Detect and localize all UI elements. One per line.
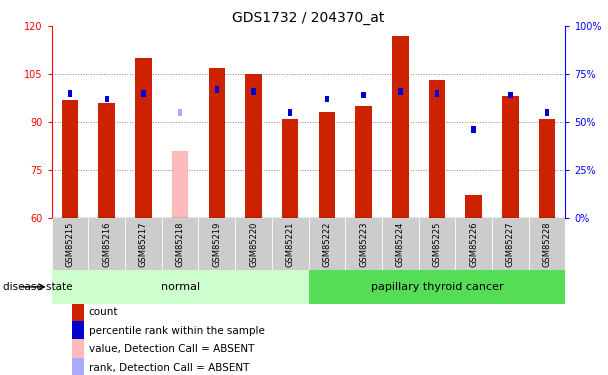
Text: GSM85225: GSM85225 (432, 222, 441, 267)
Bar (272, 217, 308, 270)
Title: GDS1732 / 204370_at: GDS1732 / 204370_at (232, 11, 385, 25)
Bar (52, 217, 88, 270)
Bar (471, 126, 476, 133)
Bar (392, 36, 409, 218)
Bar (455, 217, 492, 270)
Text: GSM85227: GSM85227 (506, 222, 515, 267)
Text: papillary thyroid cancer: papillary thyroid cancer (371, 282, 503, 292)
Bar (62, 100, 78, 218)
Bar (361, 92, 366, 99)
Bar (308, 270, 565, 304)
Bar (398, 88, 402, 94)
Text: percentile rank within the sample: percentile rank within the sample (89, 326, 264, 336)
Bar (52, 270, 308, 304)
Bar (72, 358, 83, 375)
Text: GSM85221: GSM85221 (286, 222, 295, 267)
Bar (209, 68, 225, 218)
Bar (529, 217, 565, 270)
Text: GSM85222: GSM85222 (322, 222, 331, 267)
Bar (539, 118, 555, 218)
Text: disease state: disease state (3, 282, 72, 292)
Bar (288, 109, 292, 115)
Bar (466, 195, 482, 217)
Bar (141, 90, 146, 96)
Bar (135, 58, 151, 217)
Bar (382, 217, 419, 270)
Bar (72, 339, 83, 359)
Bar (545, 109, 549, 115)
Text: GSM85223: GSM85223 (359, 222, 368, 267)
Text: GSM85226: GSM85226 (469, 222, 478, 267)
Bar (68, 90, 72, 96)
Bar (502, 96, 519, 218)
Text: GSM85228: GSM85228 (542, 222, 551, 267)
Bar (508, 92, 513, 99)
Bar (178, 109, 182, 115)
Bar (235, 217, 272, 270)
Bar (319, 112, 335, 218)
Bar (251, 88, 256, 94)
Bar (72, 302, 83, 322)
Text: GSM85216: GSM85216 (102, 222, 111, 267)
Bar (492, 217, 529, 270)
Bar (105, 96, 109, 102)
Bar (88, 217, 125, 270)
Text: GSM85218: GSM85218 (176, 222, 185, 267)
Bar (72, 321, 83, 341)
Bar (429, 81, 445, 218)
Text: value, Detection Call = ABSENT: value, Detection Call = ABSENT (89, 344, 254, 354)
Bar (245, 74, 262, 217)
Text: normal: normal (161, 282, 199, 292)
Text: GSM85215: GSM85215 (66, 222, 75, 267)
Bar (172, 150, 188, 217)
Bar (125, 217, 162, 270)
Text: GSM85220: GSM85220 (249, 222, 258, 267)
Bar (435, 90, 439, 96)
Bar (325, 96, 329, 102)
Text: GSM85219: GSM85219 (212, 222, 221, 267)
Text: GSM85217: GSM85217 (139, 222, 148, 267)
Bar (308, 217, 345, 270)
Bar (98, 103, 115, 218)
Bar (215, 86, 219, 93)
Bar (162, 217, 198, 270)
Bar (355, 106, 372, 218)
Bar (198, 217, 235, 270)
Bar (282, 118, 299, 218)
Text: count: count (89, 307, 118, 317)
Text: rank, Detection Call = ABSENT: rank, Detection Call = ABSENT (89, 363, 249, 373)
Bar (345, 217, 382, 270)
Bar (419, 217, 455, 270)
Text: GSM85224: GSM85224 (396, 222, 405, 267)
